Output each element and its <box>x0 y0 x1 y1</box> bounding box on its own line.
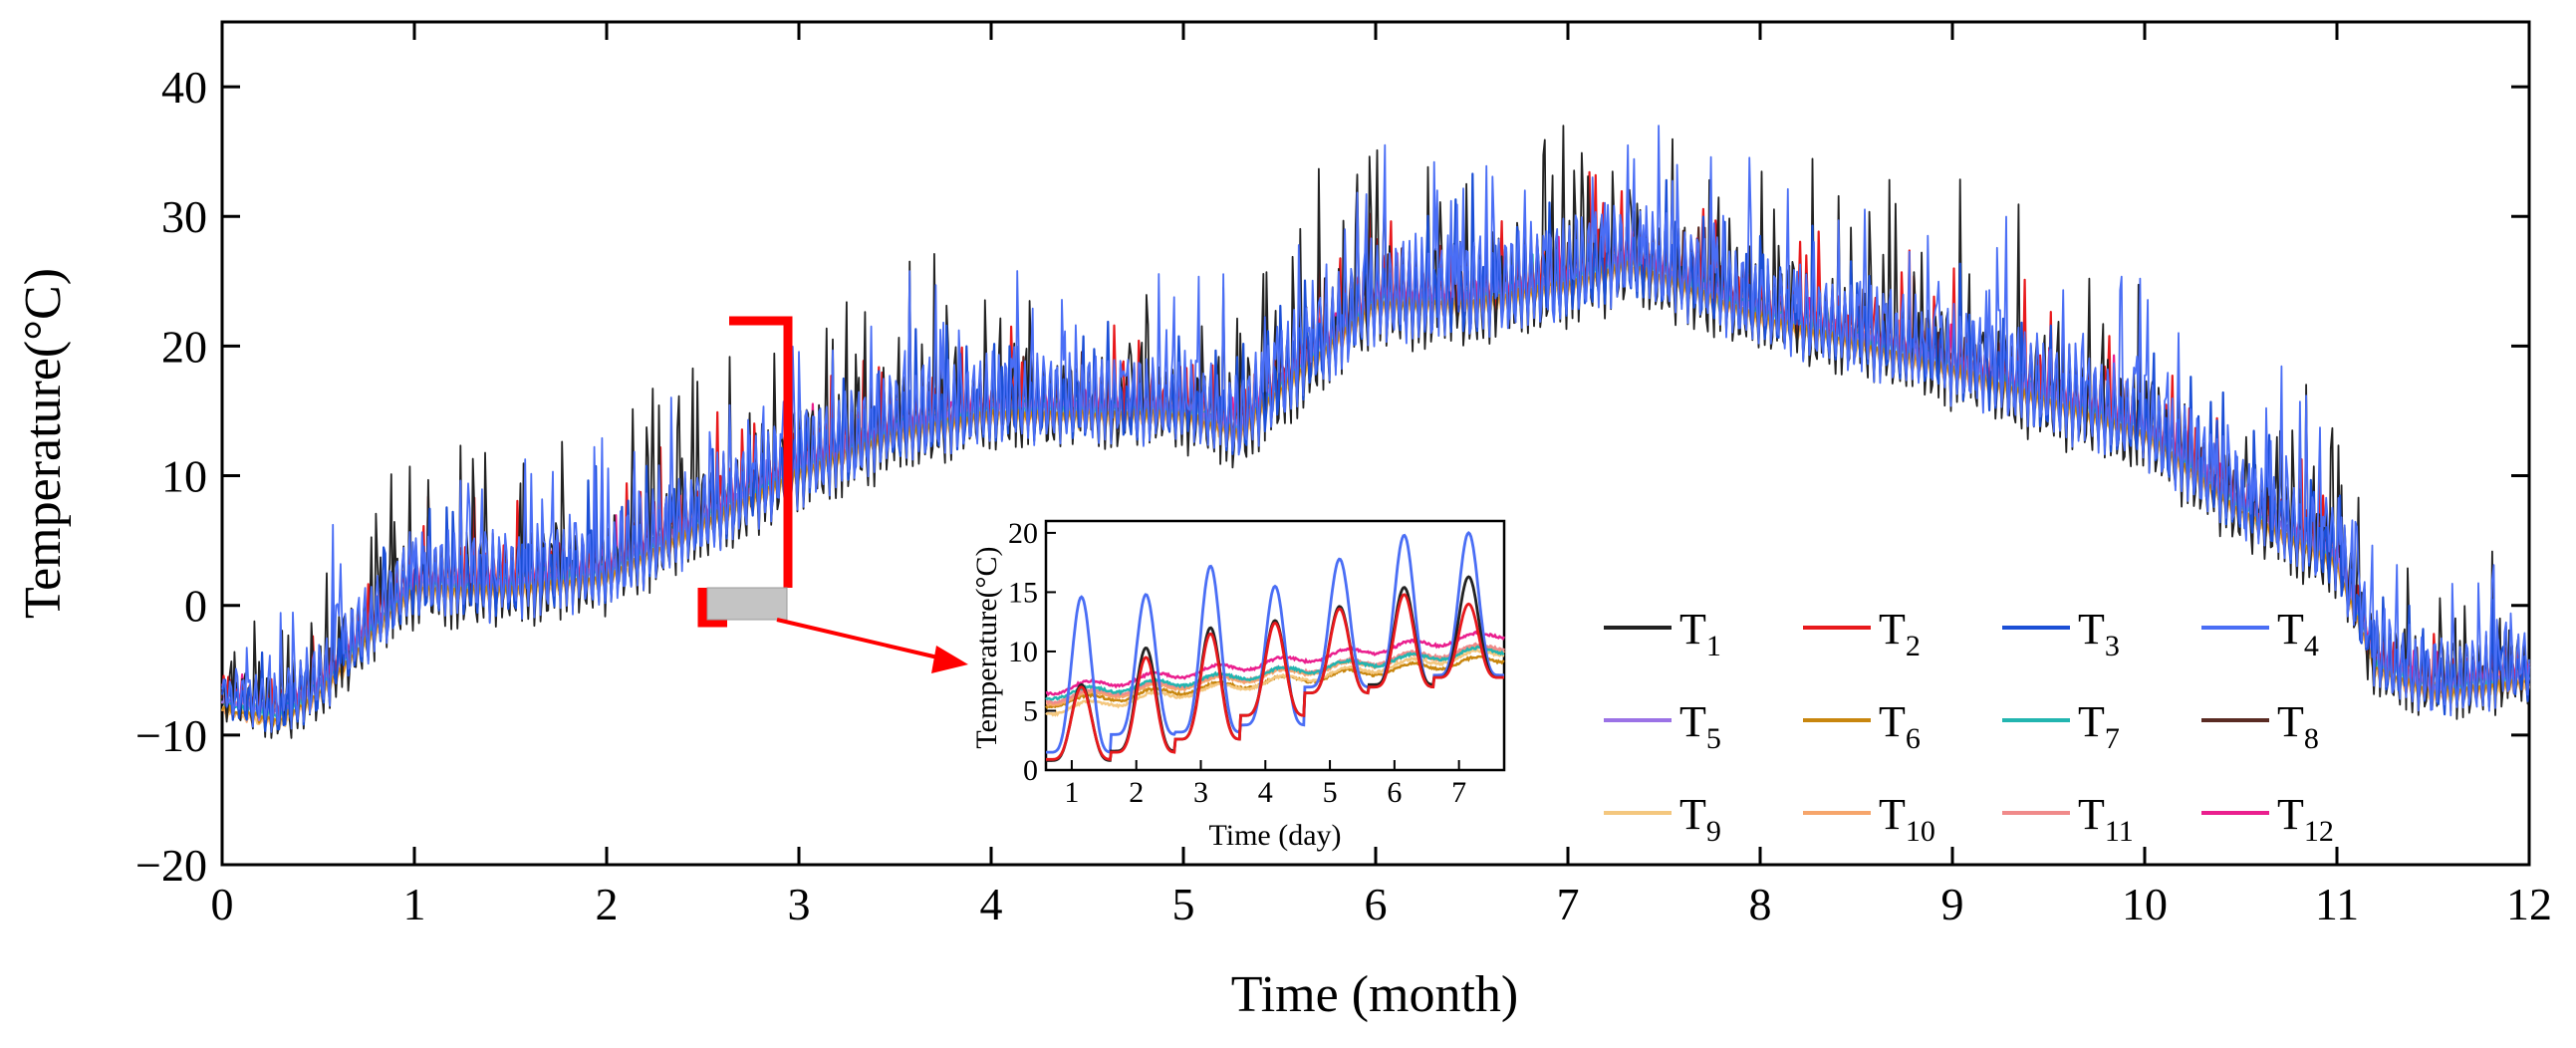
inset-y-tick-label: 15 <box>1008 576 1038 609</box>
x-tick-label: 4 <box>980 879 1003 929</box>
y-tick-label: 30 <box>161 191 207 242</box>
inset-x-tick-label: 4 <box>1258 776 1273 809</box>
inset-y-axis-title: Temperature(°C) <box>970 546 1003 748</box>
x-tick-label: 2 <box>596 879 619 929</box>
y-tick-label: −20 <box>135 840 207 891</box>
x-tick-label: 7 <box>1557 879 1580 929</box>
x-tick-label: 6 <box>1365 879 1388 929</box>
zoom-arrow-line <box>776 618 947 661</box>
x-tick-label: 0 <box>211 879 234 929</box>
legend-label: T6 <box>1879 697 1921 755</box>
y-tick-label: 40 <box>161 62 207 113</box>
legend-item-T10: T10 <box>1803 790 1935 848</box>
legend-label: T3 <box>2078 605 2120 662</box>
inset-x-ticks: 1 2 3 4 5 6 7 <box>1064 760 1466 809</box>
zoom-indicator <box>697 316 968 673</box>
x-tick-label: 1 <box>403 879 426 929</box>
inset-y-tick-label: 5 <box>1023 694 1038 727</box>
legend-item-T3: T3 <box>2002 605 2120 662</box>
x-axis-title: Time (month) <box>1231 966 1518 1023</box>
y-tick-label: 20 <box>161 321 207 372</box>
legend-label: T8 <box>2277 697 2319 755</box>
inset-x-axis-title: Time (day) <box>1208 819 1341 852</box>
main-x-ticks: 0 1 2 3 4 5 6 7 8 9 10 11 12 <box>211 22 2552 929</box>
legend-item-T1: T1 <box>1604 605 1721 662</box>
y-tick-label: 0 <box>184 581 207 632</box>
main-series-group <box>220 125 2531 739</box>
inset-x-tick-label: 2 <box>1129 776 1144 809</box>
inset-x-tick-label: 7 <box>1451 776 1466 809</box>
inset-x-tick-label: 1 <box>1064 776 1079 809</box>
inset-series-T7 <box>1045 645 1505 701</box>
x-tick-label: 9 <box>1941 879 1964 929</box>
legend-item-T4: T4 <box>2201 605 2319 662</box>
zoom-region <box>706 587 788 621</box>
legend-label: T2 <box>1879 605 1921 662</box>
inset-series-T9 <box>1045 647 1505 717</box>
legend-label: T1 <box>1679 605 1721 662</box>
inset-x-tick-label: 5 <box>1323 776 1338 809</box>
legend-label: T5 <box>1679 697 1721 755</box>
x-tick-label: 8 <box>1749 879 1772 929</box>
legend-item-T7: T7 <box>2002 697 2120 755</box>
inset-x-tick-label: 6 <box>1387 776 1402 809</box>
legend-item-T9: T9 <box>1604 790 1721 848</box>
legend-item-T5: T5 <box>1604 697 1721 755</box>
series-line-T4 <box>221 125 2530 733</box>
inset-series-T12 <box>1045 630 1506 697</box>
zoom-bracket-foot <box>697 588 727 628</box>
zoom-arrow-head <box>931 646 968 673</box>
legend-label: T4 <box>2277 605 2319 662</box>
legend-item-T2: T2 <box>1803 605 1921 662</box>
inset-y-ticks: 0 5 10 15 20 <box>1008 517 1056 787</box>
inset-plot-frame <box>1044 519 1506 772</box>
x-tick-label: 12 <box>2506 879 2552 929</box>
legend-label: T12 <box>2277 790 2334 848</box>
inset-series-T2 <box>1046 593 1504 761</box>
legend-item-T8: T8 <box>2201 697 2319 755</box>
legend-item-T6: T6 <box>1803 697 1921 755</box>
legend-label: T9 <box>1679 790 1721 848</box>
inset-y-tick-label: 10 <box>1008 636 1038 668</box>
x-tick-label: 11 <box>2315 879 2359 929</box>
legend-item-T11: T11 <box>2002 790 2134 848</box>
inset-x-tick-label: 3 <box>1193 776 1208 809</box>
legend-label: T7 <box>2078 697 2120 755</box>
inset-chart: 1 2 3 4 5 6 7 0 5 10 15 20 Time (day) Temperature(… <box>970 517 1506 852</box>
x-tick-label: 10 <box>2122 879 2168 929</box>
y-tick-label: 10 <box>161 451 207 502</box>
legend-label: T11 <box>2078 790 2134 848</box>
legend-item-T12: T12 <box>2201 790 2334 848</box>
x-tick-label: 3 <box>788 879 811 929</box>
inset-series-group <box>1045 531 1506 762</box>
legend: T1 T2 T3 T4 T5 T6 T7 T8 T9 T10 T11 T12 <box>1604 605 2334 848</box>
y-tick-label: −10 <box>135 710 207 761</box>
zoom-bracket <box>729 316 793 588</box>
x-tick-label: 5 <box>1172 879 1195 929</box>
y-axis-title: Temperature(°C) <box>15 268 72 619</box>
inset-y-tick-label: 0 <box>1023 754 1038 787</box>
inset-y-tick-label: 20 <box>1008 517 1038 550</box>
legend-label: T10 <box>1879 790 1935 848</box>
